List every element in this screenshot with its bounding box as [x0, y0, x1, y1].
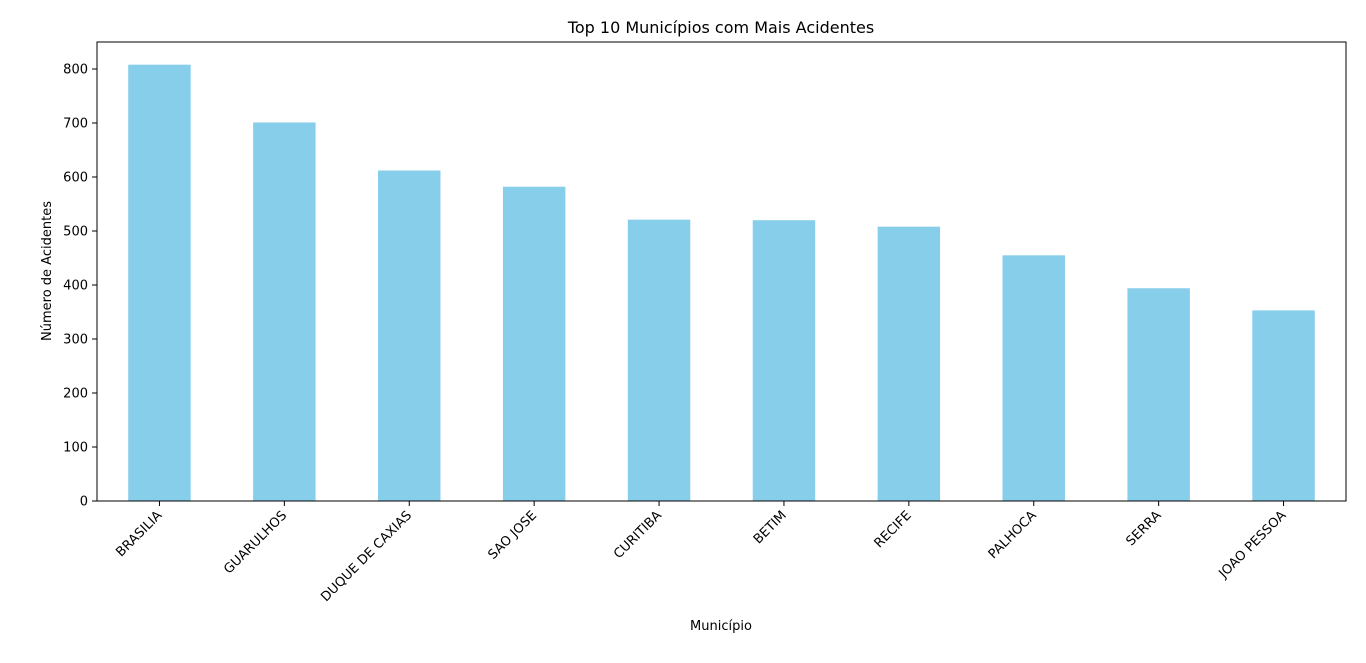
- x-tick-label: PALHOCA: [986, 508, 1040, 562]
- y-tick-label: 600: [63, 171, 88, 186]
- x-tick-label: BETIM: [751, 508, 790, 547]
- x-tick-label: DUQUE DE CAXIAS: [318, 508, 415, 605]
- bar-palhoca: [1002, 255, 1065, 501]
- y-tick-label: 400: [63, 279, 88, 294]
- bar-serra: [1127, 288, 1190, 501]
- y-axis-label: Número de Acidentes: [40, 201, 55, 341]
- chart-title: Top 10 Municípios com Mais Acidentes: [567, 18, 874, 37]
- bar-betim: [752, 220, 816, 501]
- bar-duque-de-caxias: [378, 170, 441, 501]
- x-tick-label: RECIFE: [872, 508, 915, 551]
- x-tick-label: SERRA: [1124, 508, 1165, 549]
- plot-frame: [96, 41, 1347, 502]
- y-tick-label: 100: [63, 441, 88, 456]
- x-tick-label: JOAO PESSOA: [1216, 508, 1290, 582]
- y-tick-label: 200: [63, 387, 88, 402]
- y-tick-label: 500: [63, 225, 88, 240]
- y-tick-label: 700: [63, 117, 88, 132]
- y-tick-label: 800: [63, 63, 88, 78]
- bar-curitiba: [627, 219, 691, 501]
- x-tick-label: BRASILIA: [113, 508, 165, 560]
- x-tick-label: SAO JOSE: [485, 508, 539, 562]
- bar-recife: [877, 226, 941, 501]
- bar-sao-jose: [502, 186, 566, 501]
- bar-joao-pessoa: [1252, 310, 1315, 501]
- bar-guarulhos: [253, 122, 316, 502]
- y-tick-label: 300: [63, 333, 88, 348]
- x-tick-label: CURITIBA: [611, 508, 665, 562]
- y-tick-label: 0: [80, 495, 88, 510]
- x-tick-label: GUARULHOS: [221, 508, 290, 577]
- bar-brasilia: [128, 64, 191, 502]
- x-axis-label: Município: [690, 619, 752, 634]
- bars-layer: [128, 64, 1315, 502]
